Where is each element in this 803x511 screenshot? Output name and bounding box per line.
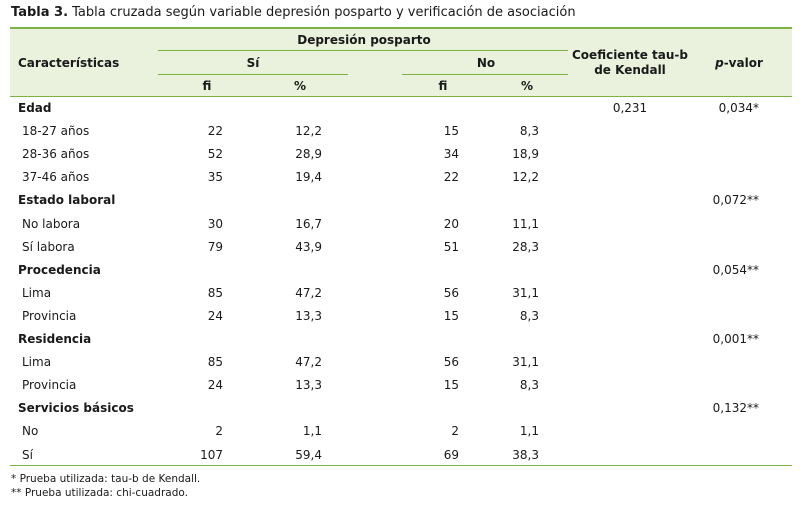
cell-fi-si: 79 — [207, 240, 223, 254]
group-label: Residencia — [18, 332, 92, 346]
cell-fi-no: 69 — [443, 448, 459, 462]
cell-pct-si: 28,9 — [295, 147, 322, 161]
cell-fi-si: 107 — [200, 448, 223, 462]
cell-pct-no: 18,9 — [512, 147, 539, 161]
cell-pct-no: 11,1 — [512, 217, 539, 231]
group-label: Edad — [18, 101, 52, 115]
row-label: 28-36 años — [22, 147, 90, 161]
cell-pct-no: 8,3 — [519, 124, 539, 138]
row-label: 37-46 años — [22, 170, 90, 184]
cell-fi-si: 85 — [207, 355, 223, 369]
cell-p: 0,132** — [712, 401, 759, 415]
row-label: No labora — [22, 217, 81, 231]
header-pct-si: % — [293, 79, 307, 93]
header-fi-si: fi — [202, 79, 212, 93]
cell-pct-si: 16,7 — [295, 217, 322, 231]
cell-pct-no: 38,3 — [512, 448, 539, 462]
cell-pct-no: 31,1 — [512, 355, 539, 369]
header-no: No — [476, 56, 496, 70]
cell-tau: 0,231 — [612, 101, 648, 115]
cell-fi-si: 35 — [207, 170, 223, 184]
group-label: Procedencia — [18, 263, 101, 277]
table-notes: * Prueba utilizada: tau-b de Kendall. **… — [11, 472, 200, 500]
row-label: No — [22, 424, 39, 438]
row-label: Provincia — [22, 309, 77, 323]
cell-pct-si: 19,4 — [295, 170, 322, 184]
cell-pct-si: 13,3 — [295, 309, 322, 323]
cell-pct-no: 1,1 — [519, 424, 539, 438]
row-label: Provincia — [22, 378, 77, 392]
cell-fi-no: 56 — [443, 355, 459, 369]
cell-pct-si: 47,2 — [295, 286, 322, 300]
caption-text: Tabla cruzada según variable depresión p… — [68, 5, 576, 20]
row-label: Sí — [22, 448, 33, 462]
cell-pct-si: 1,1 — [302, 424, 322, 438]
cell-fi-si: 2 — [215, 424, 223, 438]
header-fi-no: fi — [438, 79, 448, 93]
top-rule — [10, 27, 792, 29]
cell-pct-si: 59,4 — [295, 448, 322, 462]
table-caption: Tabla 3. Tabla cruzada según variable de… — [11, 5, 576, 20]
cell-pct-si: 12,2 — [295, 124, 322, 138]
cell-fi-si: 85 — [207, 286, 223, 300]
cell-p: 0,054** — [712, 263, 759, 277]
cell-fi-si: 22 — [207, 124, 223, 138]
row-label: Sí labora — [22, 240, 75, 254]
cell-p: 0,001** — [712, 332, 759, 346]
cell-fi-si: 24 — [207, 309, 223, 323]
header-si: Sí — [246, 56, 260, 70]
note-2: ** Prueba utilizada: chi-cuadrado. — [11, 487, 188, 499]
cell-fi-si: 30 — [207, 217, 223, 231]
cell-fi-no: 15 — [443, 124, 459, 138]
group-label: Servicios básicos — [18, 401, 134, 415]
cell-pct-si: 13,3 — [295, 378, 322, 392]
cell-pct-si: 43,9 — [295, 240, 322, 254]
si-rule — [158, 74, 348, 75]
cell-p: 0,072** — [712, 193, 759, 207]
cell-fi-no: 22 — [443, 170, 459, 184]
cell-fi-no: 34 — [443, 147, 459, 161]
depresion-rule — [158, 50, 568, 51]
cell-pct-no: 12,2 — [512, 170, 539, 184]
cell-pct-no: 8,3 — [519, 378, 539, 392]
header-depresion: Depresión posparto — [297, 33, 431, 47]
header-tau-line1: Coeficiente tau-b — [572, 48, 688, 62]
cell-fi-no: 2 — [451, 424, 459, 438]
header-pct-no: % — [520, 79, 534, 93]
group-label: Estado laboral — [18, 193, 116, 207]
header-bottom-rule — [10, 96, 792, 97]
cell-fi-no: 15 — [443, 309, 459, 323]
no-rule — [402, 74, 568, 75]
header-tau-line2: de Kendall — [594, 63, 666, 77]
row-label: Lima — [22, 355, 52, 369]
cell-p: 0,034* — [718, 101, 759, 115]
row-label: Lima — [22, 286, 52, 300]
cell-pct-no: 31,1 — [512, 286, 539, 300]
table-header — [10, 27, 792, 96]
cell-fi-no: 20 — [443, 217, 459, 231]
cell-fi-no: 51 — [443, 240, 459, 254]
header-pvalor-italic: p — [715, 56, 724, 70]
row-label: 18-27 años — [22, 124, 90, 138]
cell-pct-si: 47,2 — [295, 355, 322, 369]
cell-fi-no: 15 — [443, 378, 459, 392]
cell-pct-no: 28,3 — [512, 240, 539, 254]
header-pvalor-rest: -valor — [723, 56, 763, 70]
header-caracteristicas: Características — [18, 56, 120, 70]
header-pvalor: p-valor — [715, 56, 763, 70]
cell-fi-si: 24 — [207, 378, 223, 392]
cell-fi-si: 52 — [207, 147, 223, 161]
data-table: Características Depresión posparto Sí No… — [10, 27, 792, 466]
note-1: * Prueba utilizada: tau-b de Kendall. — [11, 473, 201, 485]
caption-lead: Tabla 3. — [11, 5, 69, 20]
cell-pct-no: 8,3 — [519, 309, 539, 323]
cell-fi-no: 56 — [443, 286, 459, 300]
bottom-rule — [10, 465, 792, 466]
